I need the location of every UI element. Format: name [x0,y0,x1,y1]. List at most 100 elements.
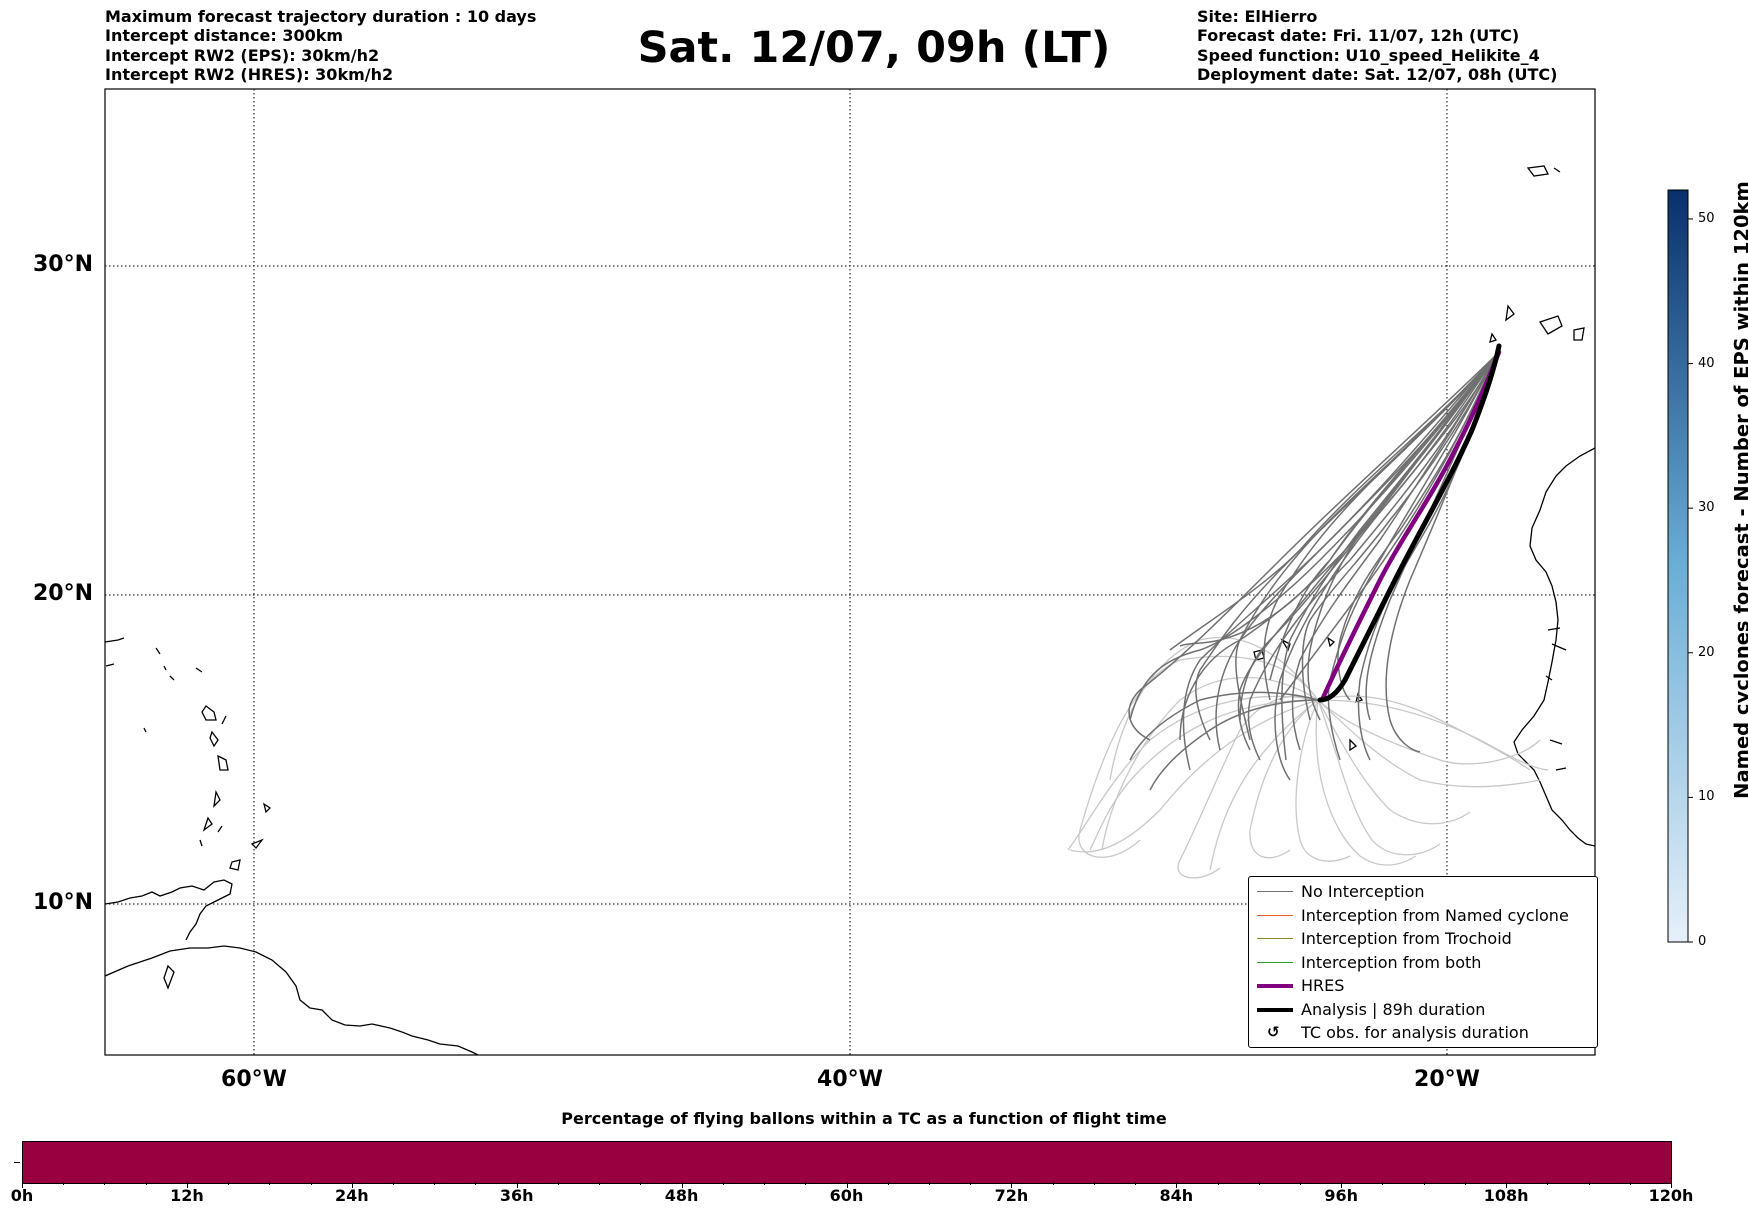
hbar-minor-tick [63,1182,65,1185]
hbar-tick-label: 84h [1159,1186,1194,1205]
lat-label-10n: 10°N [33,890,94,915]
legend-item-hres: HRES [1249,974,1597,998]
legend-swatch [1257,891,1293,892]
hbar-minor-tick [599,1182,601,1185]
hbar-minor-tick [640,1182,642,1185]
legend-item-named-cyclone: Interception from Named cyclone [1249,904,1597,928]
colorbar-tick-label: 50 [1698,210,1715,226]
hbar-minor-tick [1217,1182,1219,1185]
analysis-trajectory [1317,343,1502,703]
legend-swatch [1257,914,1293,916]
hbar-minor-tick [1011,1182,1013,1188]
colorbar-tick-label: 0 [1698,934,1707,949]
africa-coast [1513,447,1595,847]
hbar-minor-tick [104,1182,106,1185]
intercept-hres-text: Intercept RW2 (HRES): 30km/h2 [105,64,394,84]
trinidad [229,859,241,871]
hbar-minor-tick [186,1182,188,1188]
colorbar-tick-label: 20 [1698,644,1715,660]
hbar-minor-tick [22,1182,23,1188]
site-text: Site: ElHierro [1197,7,1318,26]
header-left-block: Maximum forecast trajectory duration : 1… [105,7,536,84]
hbar-minor-tick [887,1182,889,1185]
hbar-minor-tick [228,1182,230,1185]
hbar-tick-label: 120h [1648,1186,1694,1205]
hbar-minor-tick [722,1182,724,1185]
hbar-minor-tick [1382,1182,1384,1185]
hbar-minor-tick [764,1182,766,1185]
hbar-tick-label: 36h [499,1186,534,1205]
hbar-ytick [14,1162,20,1163]
canary-islands [1489,304,1585,343]
speed-function-text: Speed function: U10_speed_Helikite_4 [1197,45,1540,65]
hbar-minor-tick [1258,1182,1260,1185]
hbar-minor-tick [846,1182,848,1188]
south-america-coast [105,945,480,1055]
hbar-tick-label: 48h [664,1186,699,1205]
lat-label-30n: 30°N [33,252,94,277]
hbar-minor-tick [1176,1182,1178,1188]
hbar-minor-tick [393,1182,395,1185]
hbar-tick-label: 60h [829,1186,864,1205]
hbar-minor-tick [269,1182,271,1185]
deployment-date-text: Deployment date: Sat. 12/07, 08h (UTC) [1197,64,1558,84]
ensemble-trajectories-west [1179,353,1498,681]
intercept-eps-text: Intercept RW2 (EPS): 30km/h2 [105,45,380,65]
hbar-minor-tick [516,1182,518,1188]
lon-label-60w: 60°W [221,1067,287,1092]
hbar-tick-label: 0h [10,1186,34,1205]
madeira [1526,165,1561,177]
ensemble-trajectories-faint [1067,636,1549,879]
legend-item-both: Interception from both [1249,951,1597,975]
legend-label: No Interception [1301,882,1425,901]
map-title: Sat. 12/07, 09h (LT) [637,23,1111,73]
hbar-minor-tick [475,1182,477,1185]
colorbar [1667,189,1689,943]
hbar-tick-label: 108h [1483,1186,1529,1205]
map-frame [104,88,1596,1056]
hbar-tick-label: 72h [994,1186,1029,1205]
hbar-minor-tick [1341,1182,1343,1188]
hbar-tick-label: 96h [1324,1186,1359,1205]
hbar-minor-tick [970,1182,972,1185]
hbar-minor-tick [1506,1182,1508,1188]
coast-detail-west-africa [1545,627,1567,771]
hbar-minor-tick [1464,1182,1466,1185]
hbar-minor-tick [1547,1182,1549,1185]
legend: No Interception Interception from Named … [1248,876,1598,1048]
legend-item-trochoid: Interception from Trochoid [1249,927,1597,951]
legend-label: Analysis | 89h duration [1301,999,1486,1019]
hbar-minor-tick [928,1182,930,1185]
colorbar-tick-label: 30 [1698,500,1715,516]
legend-swatch [1257,1007,1293,1012]
ensemble-trajectories [1128,353,1498,791]
hbar-title: Percentage of flying ballons within a TC… [561,1109,1167,1128]
antilles-arc [105,637,272,847]
coastlines [105,165,1595,1055]
legend-label: TC obs. for analysis duration [1301,1023,1529,1042]
hbar-tick-label: 12h [170,1186,204,1205]
hbar-minor-tick [434,1182,436,1185]
hbar-minor-tick [1629,1182,1631,1185]
hbar-minor-tick [145,1182,147,1185]
legend-swatch [1257,961,1293,963]
percentage-bar [22,1141,1672,1184]
legend-label: Interception from Trochoid [1301,929,1512,948]
map-content [105,89,1595,1055]
legend-swatch [1257,984,1293,988]
lon-label-40w: 40°W [817,1067,883,1092]
colorbar-tick-label: 40 [1698,355,1715,371]
hbar-minor-tick [310,1182,312,1185]
legend-label: Interception from Named cyclone [1301,905,1569,925]
lon-label-20w: 20°W [1414,1067,1480,1092]
legend-label: HRES [1301,976,1345,995]
lat-label-20n: 20°N [33,581,94,606]
hbar-minor-tick [1671,1182,1672,1188]
colorbar-tick-label: 10 [1698,789,1715,805]
hbar-minor-tick [351,1182,353,1188]
legend-item-analysis: Analysis | 89h duration [1249,998,1597,1022]
hbar-minor-tick [557,1182,559,1185]
legend-item-tc-obs: ↺ TC obs. for analysis duration [1249,1021,1597,1045]
header-right-block: Site: ElHierro Forecast date: Fri. 11/07… [1197,7,1557,84]
legend-swatch [1257,938,1293,939]
